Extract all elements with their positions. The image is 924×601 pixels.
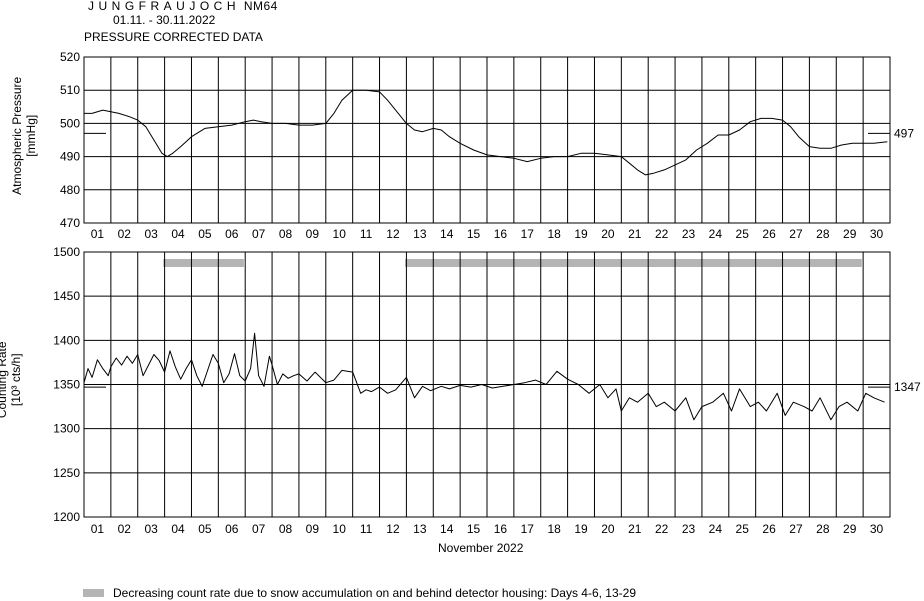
pressure-x-tick-label: 27: [789, 227, 803, 241]
count-rate-x-tick-label: 04: [171, 522, 185, 536]
pressure-x-tick-label: 23: [682, 227, 696, 241]
count-rate-x-tick-label: 05: [198, 522, 212, 536]
pressure-x-tick-label: 09: [306, 227, 320, 241]
pressure-x-tick-label: 15: [467, 227, 481, 241]
count-rate-reference-label: 1347: [894, 380, 921, 394]
pressure-x-tick-label: 03: [144, 227, 158, 241]
pressure-x-tick-label: 18: [547, 227, 561, 241]
count-rate-x-tick-label: 29: [843, 522, 857, 536]
count-rate-series-line: [83, 332, 885, 421]
pressure-x-tick-label: 29: [843, 227, 857, 241]
count-rate-x-tick-label: 11: [360, 522, 373, 536]
count-rate-x-tick-label: 23: [682, 522, 696, 536]
pressure-x-tick-label: 22: [655, 227, 669, 241]
pressure-x-tick-label: 02: [118, 227, 132, 241]
pressure-x-tick-label: 12: [386, 227, 400, 241]
pressure-x-tick-label: 07: [252, 227, 266, 241]
count-rate-x-tick-label: 25: [736, 522, 750, 536]
pressure-x-tick-label: 14: [440, 227, 454, 241]
count-rate-x-tick-label: 18: [547, 522, 561, 536]
pressure-frame: [83, 56, 891, 224]
pressure-x-tick-label: 04: [171, 227, 185, 241]
count-rate-y-tick-label: 1250: [53, 466, 80, 480]
count-rate-x-tick-label: 09: [306, 522, 320, 536]
count-rate-x-tick-label: 08: [279, 522, 293, 536]
pressure-x-tick-label: 01: [91, 227, 105, 241]
pressure-x-tick-label: 13: [413, 227, 427, 241]
count-rate-x-tick-label: 22: [655, 522, 669, 536]
count-rate-x-tick-label: 06: [225, 522, 239, 536]
count-rate-x-tick-label: 15: [467, 522, 481, 536]
chart-title: JUNGFRAUJOCH NM64: [88, 0, 278, 12]
pressure-x-tick-label: 24: [709, 227, 723, 241]
pressure-x-tick-label: 25: [736, 227, 750, 241]
count-rate-y-tick-label: 1300: [53, 422, 80, 436]
count-rate-x-tick-label: 30: [870, 522, 884, 536]
count-rate-x-tick-label: 17: [521, 522, 535, 536]
count-rate-x-tick-label: 16: [494, 522, 508, 536]
count-rate-x-tick-label: 01: [91, 522, 105, 536]
pressure-x-tick-label: 21: [628, 227, 642, 241]
pressure-x-tick-label: 11: [360, 227, 373, 241]
pressure-panel: 470 480 490 500 510 520 01 02 03 04 05 06 07 08 09 10 11…: [60, 50, 914, 241]
pressure-y-tick-label: 490: [60, 150, 80, 164]
count-rate-y-tick-label: 1200: [53, 510, 80, 524]
pressure-x-tick-label: 19: [574, 227, 588, 241]
count-rate-x-tick-label: 10: [333, 522, 347, 536]
pressure-x-tick-label: 20: [601, 227, 615, 241]
pressure-x-tick-label: 06: [225, 227, 239, 241]
x-axis-label: November 2022: [438, 541, 524, 555]
count-rate-panel: 1200 1250 1300 1350 1400 1450 1500 01 02 03 04 05 06…: [53, 245, 921, 536]
pressure-y-tick-label: 510: [60, 83, 80, 97]
pressure-x-tick-label: 10: [333, 227, 347, 241]
count-rate-x-tick-label: 26: [762, 522, 776, 536]
count-rate-x-tick-label: 24: [709, 522, 723, 536]
pressure-x-tick-label: 16: [494, 227, 508, 241]
pressure-y-tick-label: 500: [60, 116, 80, 130]
pressure-reference-label: 497: [894, 126, 914, 140]
count-rate-y-tick-label: 1350: [53, 378, 80, 392]
count-rate-x-tick-label: 14: [440, 522, 454, 536]
count-rate-x-tick-label: 28: [816, 522, 830, 536]
legend-text: Decreasing count rate due to snow accumu…: [113, 586, 636, 600]
count-rate-x-tick-label: 19: [574, 522, 588, 536]
station-name: JUNGFRAUJOCH: [88, 0, 240, 13]
count-rate-x-tick-label: 03: [144, 522, 158, 536]
count-rate-y-tick-label: 1400: [53, 333, 80, 347]
pressure-series-line: [84, 89, 888, 176]
legend-swatch: [83, 589, 104, 597]
count-rate-x-tick-label: 20: [601, 522, 615, 536]
count-rate-x-tick-label: 13: [413, 522, 427, 536]
chart-subtitle: PRESSURE CORRECTED DATA: [84, 30, 263, 44]
count-rate-x-tick-label: 27: [789, 522, 803, 536]
count-rate-x-tick-label: 02: [118, 522, 132, 536]
pressure-x-tick-label: 08: [279, 227, 293, 241]
pressure-x-tick-label: 17: [521, 227, 535, 241]
date-range: 01.11. - 30.11.2022: [113, 13, 216, 27]
pressure-y-tick-label: 480: [60, 183, 80, 197]
pressure-x-tick-label: 26: [762, 227, 776, 241]
pressure-x-tick-label: 30: [870, 227, 884, 241]
count-rate-y-tick-label: 1500: [53, 245, 80, 259]
count-rate-x-tick-label: 07: [252, 522, 266, 536]
pressure-x-tick-label: 28: [816, 227, 830, 241]
count-rate-x-tick-label: 12: [386, 522, 400, 536]
pressure-y-tick-label: 470: [60, 216, 80, 230]
station-code: NM64: [243, 0, 278, 13]
count-rate-y-tick-label: 1450: [53, 289, 80, 303]
count-rate-x-tick-label: 21: [628, 522, 642, 536]
pressure-x-tick-label: 05: [198, 227, 212, 241]
count-rate-frame: [83, 251, 891, 518]
pressure-y-tick-label: 520: [60, 50, 80, 64]
